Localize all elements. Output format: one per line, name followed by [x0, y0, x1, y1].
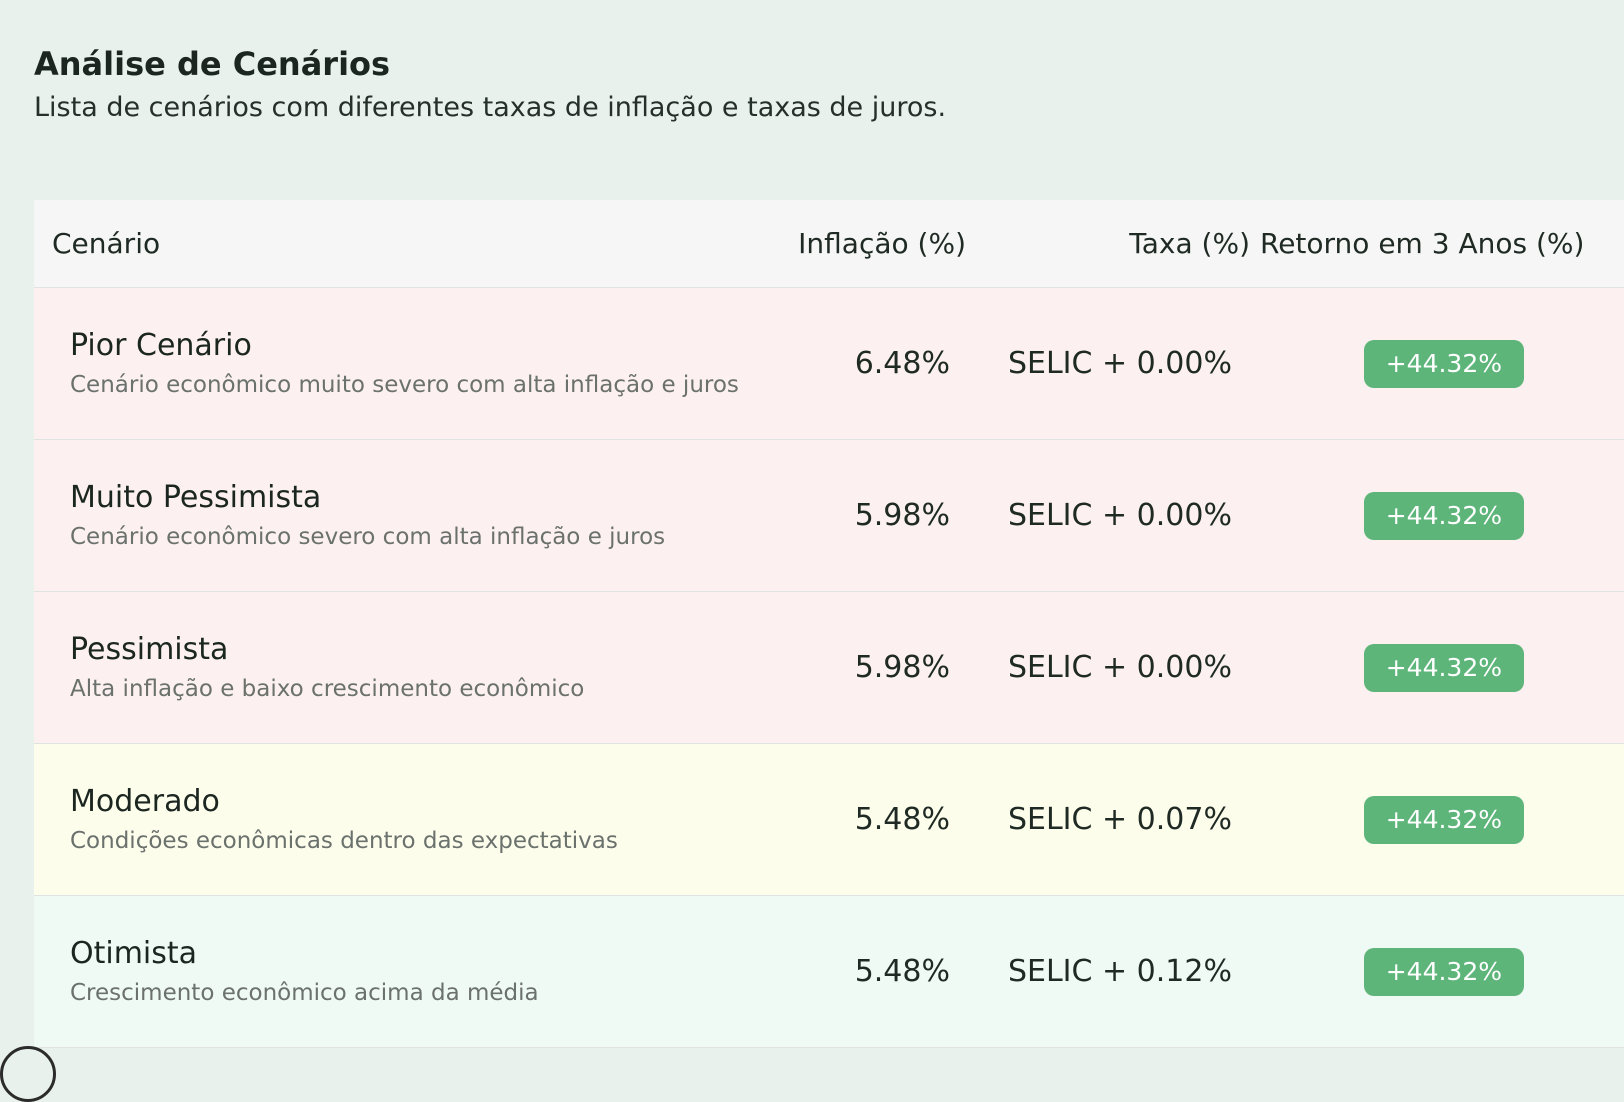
- column-header-return[interactable]: Retorno em 3 Anos (%): [1260, 227, 1585, 260]
- inflation-cell: 5.48%: [854, 802, 950, 837]
- inflation-cell: 6.48%: [854, 346, 950, 381]
- return-badge: +44.32%: [1363, 339, 1524, 388]
- scenario-description: Cenário econômico severo com alta inflaç…: [70, 523, 666, 550]
- table-row[interactable]: Pior Cenário Cenário econômico muito sev…: [34, 288, 1624, 440]
- rate-cell: SELIC + 0.07%: [1007, 802, 1232, 837]
- scenario-name: Moderado: [70, 783, 220, 819]
- scenario-name: Muito Pessimista: [70, 479, 322, 515]
- table-row[interactable]: Otimista Crescimento econômico acima da …: [34, 896, 1624, 1048]
- table-row[interactable]: Pessimista Alta inflação e baixo crescim…: [34, 592, 1624, 744]
- page-title: Análise de Cenários: [34, 45, 391, 83]
- scenario-cell: Pior Cenário Cenário econômico muito sev…: [34, 325, 739, 403]
- scenario-name: Otimista: [70, 935, 198, 971]
- table-header-row: Cenário Inflação (%) Taxa (%) Retorno em…: [34, 200, 1624, 288]
- floating-action-button[interactable]: [0, 1046, 56, 1102]
- return-badge: +44.32%: [1363, 643, 1524, 692]
- inflation-cell: 5.98%: [854, 498, 950, 533]
- page-header: Análise de Cenários Lista de cenários co…: [34, 40, 1534, 128]
- return-cell: +44.32%: [1260, 491, 1624, 540]
- return-cell: +44.32%: [1260, 947, 1624, 996]
- return-cell: +44.32%: [1260, 795, 1624, 844]
- return-cell: +44.32%: [1260, 339, 1624, 388]
- inflation-cell: 5.98%: [854, 650, 950, 685]
- rate-cell: SELIC + 0.00%: [1007, 346, 1232, 381]
- scenario-description: Alta inflação e baixo crescimento econôm…: [70, 675, 585, 702]
- column-header-scenario[interactable]: Cenário: [52, 227, 161, 260]
- scenario-name: Pior Cenário: [70, 327, 252, 363]
- scenario-name: Pessimista: [70, 631, 229, 667]
- return-badge: +44.32%: [1363, 491, 1524, 540]
- page-subtitle: Lista de cenários com diferentes taxas d…: [34, 92, 947, 123]
- scenario-cell: Otimista Crescimento econômico acima da …: [34, 933, 734, 1011]
- inflation-cell: 5.48%: [854, 954, 950, 989]
- return-badge: +44.32%: [1363, 795, 1524, 844]
- scenario-description: Crescimento econômico acima da média: [70, 979, 539, 1006]
- table-row[interactable]: Muito Pessimista Cenário econômico sever…: [34, 440, 1624, 592]
- scenarios-table: Cenário Inflação (%) Taxa (%) Retorno em…: [34, 200, 1624, 1048]
- column-header-rate[interactable]: Taxa (%): [1129, 227, 1250, 260]
- return-cell: +44.32%: [1260, 643, 1624, 692]
- column-header-inflation[interactable]: Inflação (%): [798, 227, 966, 260]
- scenario-cell: Pessimista Alta inflação e baixo crescim…: [34, 629, 734, 707]
- return-badge: +44.32%: [1363, 947, 1524, 996]
- scenario-cell: Muito Pessimista Cenário econômico sever…: [34, 477, 734, 555]
- table-row[interactable]: Moderado Condições econômicas dentro das…: [34, 744, 1624, 896]
- rate-cell: SELIC + 0.00%: [1007, 650, 1232, 685]
- rate-cell: SELIC + 0.00%: [1007, 498, 1232, 533]
- scenario-cell: Moderado Condições econômicas dentro das…: [34, 781, 734, 859]
- scenario-description: Cenário econômico muito severo com alta …: [70, 371, 739, 398]
- scenario-description: Condições econômicas dentro das expectat…: [70, 827, 618, 854]
- rate-cell: SELIC + 0.12%: [1007, 954, 1232, 989]
